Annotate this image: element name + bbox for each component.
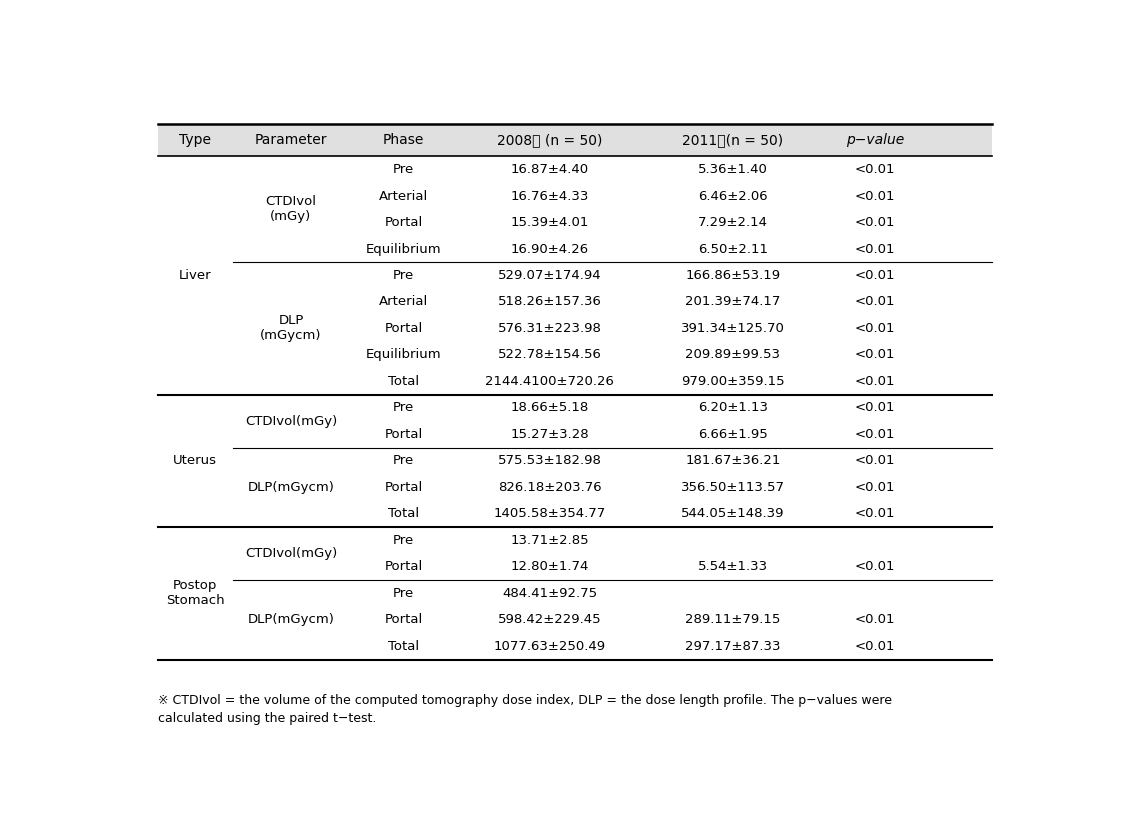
Text: Total: Total: [388, 507, 419, 520]
Text: <0.01: <0.01: [854, 375, 895, 388]
Text: p−value: p−value: [845, 133, 904, 147]
Text: <0.01: <0.01: [854, 242, 895, 256]
Text: Type: Type: [179, 133, 211, 147]
Text: CTDIvol(mGy): CTDIvol(mGy): [244, 414, 337, 428]
Text: <0.01: <0.01: [854, 428, 895, 441]
Text: Postop
Stomach: Postop Stomach: [166, 579, 224, 608]
Text: 529.07±174.94: 529.07±174.94: [498, 269, 601, 282]
Text: <0.01: <0.01: [854, 322, 895, 335]
Text: DLP(mGycm): DLP(mGycm): [248, 481, 334, 494]
Text: 6.20±1.13: 6.20±1.13: [698, 401, 768, 414]
Text: <0.01: <0.01: [854, 613, 895, 627]
Text: 575.53±182.98: 575.53±182.98: [498, 455, 602, 468]
Text: ※ CTDIvol = the volume of the computed tomography dose index, DLP = the dose len: ※ CTDIvol = the volume of the computed t…: [157, 695, 891, 726]
Text: 16.90±4.26: 16.90±4.26: [510, 242, 589, 256]
Text: <0.01: <0.01: [854, 560, 895, 573]
Text: 16.87±4.40: 16.87±4.40: [510, 163, 589, 176]
Text: 544.05±148.39: 544.05±148.39: [682, 507, 785, 520]
Text: <0.01: <0.01: [854, 507, 895, 520]
Text: 15.27±3.28: 15.27±3.28: [510, 428, 589, 441]
Text: CTDIvol
(mGy): CTDIvol (mGy): [266, 195, 316, 224]
Text: Parameter: Parameter: [254, 133, 327, 147]
Text: Portal: Portal: [385, 481, 423, 494]
Text: 18.66±5.18: 18.66±5.18: [510, 401, 589, 414]
Text: 201.39±74.17: 201.39±74.17: [685, 296, 780, 309]
Text: Portal: Portal: [385, 322, 423, 335]
Text: Arterial: Arterial: [379, 189, 428, 202]
Text: 826.18±203.76: 826.18±203.76: [498, 481, 601, 494]
Text: Pre: Pre: [393, 455, 414, 468]
Text: 6.46±2.06: 6.46±2.06: [698, 189, 768, 202]
Text: Portal: Portal: [385, 428, 423, 441]
Text: Arterial: Arterial: [379, 296, 428, 309]
Text: Pre: Pre: [393, 401, 414, 414]
Text: DLP
(mGycm): DLP (mGycm): [260, 314, 322, 342]
Text: 576.31±223.98: 576.31±223.98: [498, 322, 602, 335]
Text: Equilibrium: Equilibrium: [365, 348, 442, 361]
Text: 979.00±359.15: 979.00±359.15: [682, 375, 785, 388]
Text: 16.76±4.33: 16.76±4.33: [510, 189, 589, 202]
Text: Uterus: Uterus: [173, 455, 217, 468]
Text: <0.01: <0.01: [854, 401, 895, 414]
Text: Portal: Portal: [385, 613, 423, 627]
Text: Pre: Pre: [393, 534, 414, 547]
Text: 5.54±1.33: 5.54±1.33: [698, 560, 768, 573]
Text: 2144.4100±720.26: 2144.4100±720.26: [485, 375, 614, 388]
Text: <0.01: <0.01: [854, 163, 895, 176]
Text: <0.01: <0.01: [854, 216, 895, 229]
Text: 2008년 (n = 50): 2008년 (n = 50): [497, 133, 602, 147]
Text: <0.01: <0.01: [854, 640, 895, 653]
Text: <0.01: <0.01: [854, 189, 895, 202]
Text: 289.11±79.15: 289.11±79.15: [685, 613, 780, 627]
Text: 1405.58±354.77: 1405.58±354.77: [493, 507, 605, 520]
Text: 5.36±1.40: 5.36±1.40: [698, 163, 768, 176]
Text: 598.42±229.45: 598.42±229.45: [498, 613, 601, 627]
Text: Pre: Pre: [393, 587, 414, 600]
Text: Pre: Pre: [393, 269, 414, 282]
Text: <0.01: <0.01: [854, 348, 895, 361]
Text: 522.78±154.56: 522.78±154.56: [498, 348, 602, 361]
Text: 356.50±113.57: 356.50±113.57: [680, 481, 785, 494]
Text: 15.39±4.01: 15.39±4.01: [510, 216, 589, 229]
Text: Phase: Phase: [383, 133, 424, 147]
Text: 13.71±2.85: 13.71±2.85: [510, 534, 589, 547]
Text: Portal: Portal: [385, 560, 423, 573]
Text: 6.66±1.95: 6.66±1.95: [698, 428, 768, 441]
Text: Total: Total: [388, 375, 419, 388]
Text: <0.01: <0.01: [854, 269, 895, 282]
Text: <0.01: <0.01: [854, 455, 895, 468]
Text: 391.34±125.70: 391.34±125.70: [682, 322, 785, 335]
Text: 1077.63±250.49: 1077.63±250.49: [493, 640, 605, 653]
Text: 2011년(n = 50): 2011년(n = 50): [683, 133, 784, 147]
Text: Portal: Portal: [385, 216, 423, 229]
Text: <0.01: <0.01: [854, 481, 895, 494]
Text: 297.17±87.33: 297.17±87.33: [685, 640, 780, 653]
Bar: [157, 124, 992, 156]
Text: 181.67±36.21: 181.67±36.21: [685, 455, 780, 468]
Text: 6.50±2.11: 6.50±2.11: [698, 242, 768, 256]
Text: 484.41±92.75: 484.41±92.75: [502, 587, 597, 600]
Text: 518.26±157.36: 518.26±157.36: [498, 296, 602, 309]
Text: 209.89±99.53: 209.89±99.53: [685, 348, 780, 361]
Text: Pre: Pre: [393, 163, 414, 176]
Text: 12.80±1.74: 12.80±1.74: [510, 560, 589, 573]
Text: Total: Total: [388, 640, 419, 653]
Text: DLP(mGycm): DLP(mGycm): [248, 613, 334, 627]
Text: <0.01: <0.01: [854, 296, 895, 309]
Text: 166.86±53.19: 166.86±53.19: [685, 269, 780, 282]
Text: 7.29±2.14: 7.29±2.14: [698, 216, 768, 229]
Text: Equilibrium: Equilibrium: [365, 242, 442, 256]
Text: Liver: Liver: [178, 269, 212, 282]
Text: CTDIvol(mGy): CTDIvol(mGy): [244, 547, 337, 560]
